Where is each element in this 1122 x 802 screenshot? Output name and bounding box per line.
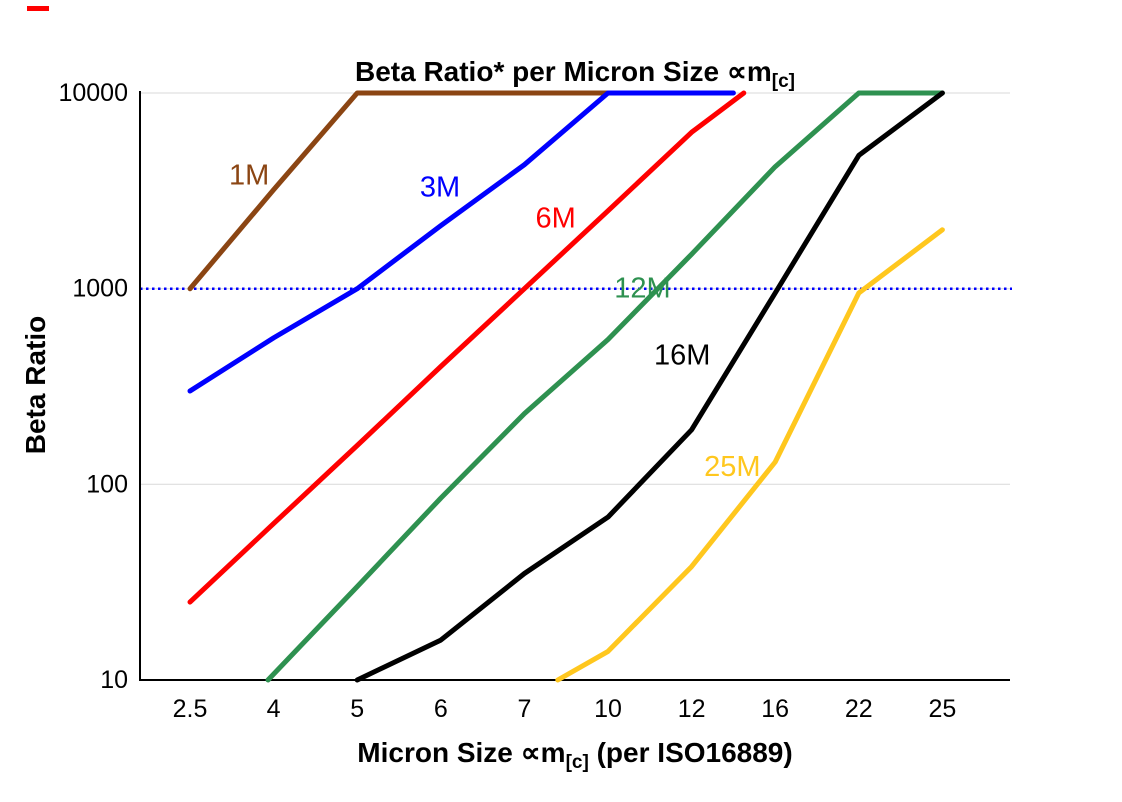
x-tick-label-2.5: 2.5: [173, 695, 208, 723]
x-tick-label-16: 16: [761, 695, 789, 723]
x-axis-title: Micron Size ∝m[c] (per ISO16889): [140, 736, 1010, 774]
chart-title-text: Beta Ratio* per Micron Size: [354, 56, 727, 87]
series-line-6m: [187, 90, 747, 605]
x-axis-title-text: Micron Size: [357, 737, 521, 768]
x-tick-label-7: 7: [517, 695, 531, 723]
y-tick-label-100: 100: [86, 470, 128, 498]
series-label-3m: 3M: [420, 172, 460, 204]
series-line-12m: [265, 90, 945, 683]
y-tick-label-10: 10: [100, 666, 128, 694]
x-tick-label-4: 4: [267, 695, 281, 723]
y-tick-label-1000: 1000: [72, 275, 128, 303]
series-label-16m: 16M: [654, 339, 710, 371]
x-tick-label-25: 25: [928, 695, 956, 723]
series-label-1m: 1M: [229, 160, 269, 192]
x-axis-title-symbol: ∝m: [520, 737, 566, 768]
x-axis-title-suffix: (per ISO16889): [588, 737, 793, 768]
x-tick-label-22: 22: [845, 695, 873, 723]
series-line-16m: [354, 90, 945, 683]
x-tick-label-5: 5: [350, 695, 364, 723]
y-tick-label-10000: 10000: [58, 79, 128, 107]
red-corner-mark: [27, 6, 49, 11]
series-line-3m: [187, 90, 736, 394]
series-label-12m: 12M: [614, 273, 670, 305]
x-tick-label-12: 12: [678, 695, 706, 723]
x-axis-title-subscript: [c]: [565, 752, 589, 774]
x-tick-label-6: 6: [434, 695, 448, 723]
series-line-25m: [555, 227, 945, 683]
series-label-25m: 25M: [704, 451, 760, 483]
series-line-1m: [187, 90, 611, 292]
x-tick-label-10: 10: [594, 695, 622, 723]
series-label-6m: 6M: [536, 203, 576, 235]
chart-title-subscript: [c]: [771, 71, 796, 93]
chart-title-symbol: ∝m: [726, 56, 772, 87]
chart-title: Beta Ratio* per Micron Size ∝m[c]: [140, 55, 1010, 93]
